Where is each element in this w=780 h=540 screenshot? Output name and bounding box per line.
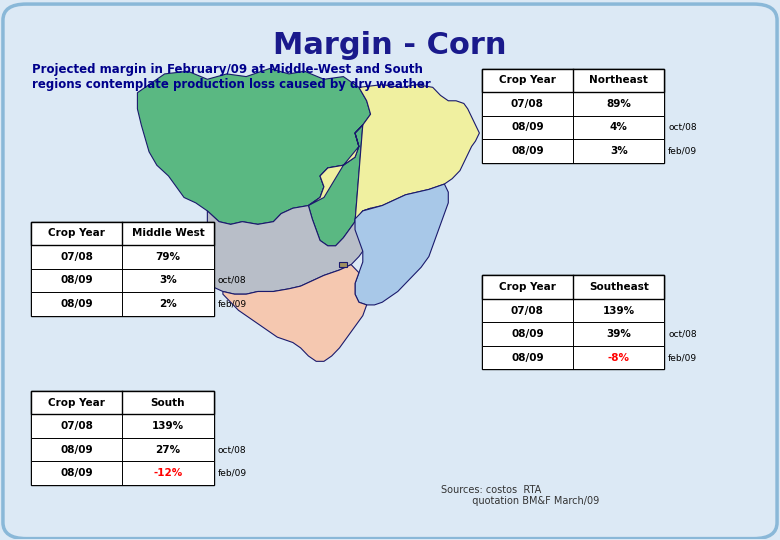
Text: Crop Year: Crop Year bbox=[499, 282, 556, 292]
Text: Crop Year: Crop Year bbox=[48, 397, 105, 408]
Text: Middle West: Middle West bbox=[132, 228, 204, 238]
FancyBboxPatch shape bbox=[31, 292, 214, 316]
Polygon shape bbox=[339, 262, 347, 267]
Text: 08/09: 08/09 bbox=[511, 353, 544, 363]
FancyBboxPatch shape bbox=[31, 221, 214, 245]
Text: 08/09: 08/09 bbox=[60, 444, 93, 455]
Text: Margin - Corn: Margin - Corn bbox=[273, 31, 507, 60]
Text: oct/08: oct/08 bbox=[218, 276, 246, 285]
Text: 08/09: 08/09 bbox=[60, 299, 93, 309]
Text: 08/09: 08/09 bbox=[511, 122, 544, 132]
Text: feb/09: feb/09 bbox=[668, 353, 697, 362]
Text: oct/08: oct/08 bbox=[668, 123, 697, 132]
FancyBboxPatch shape bbox=[482, 299, 665, 322]
FancyBboxPatch shape bbox=[482, 275, 665, 299]
Text: 4%: 4% bbox=[610, 122, 628, 132]
Text: 08/09: 08/09 bbox=[60, 275, 93, 286]
FancyBboxPatch shape bbox=[482, 322, 665, 346]
FancyBboxPatch shape bbox=[482, 275, 665, 369]
Text: 139%: 139% bbox=[603, 306, 635, 315]
FancyBboxPatch shape bbox=[482, 116, 665, 139]
Polygon shape bbox=[308, 125, 363, 246]
Text: 2%: 2% bbox=[159, 299, 177, 309]
FancyBboxPatch shape bbox=[31, 414, 214, 438]
Text: 07/08: 07/08 bbox=[511, 99, 544, 109]
FancyBboxPatch shape bbox=[482, 92, 665, 116]
Text: Crop Year: Crop Year bbox=[48, 228, 105, 238]
Text: South: South bbox=[151, 397, 185, 408]
Text: Southeast: Southeast bbox=[589, 282, 649, 292]
Text: feb/09: feb/09 bbox=[218, 299, 246, 308]
Text: -8%: -8% bbox=[608, 353, 629, 363]
Text: 07/08: 07/08 bbox=[60, 252, 93, 262]
FancyBboxPatch shape bbox=[482, 69, 665, 92]
Text: 08/09: 08/09 bbox=[511, 146, 544, 156]
Text: oct/08: oct/08 bbox=[668, 329, 697, 339]
Text: 08/09: 08/09 bbox=[60, 468, 93, 478]
Text: 3%: 3% bbox=[159, 275, 177, 286]
Text: 27%: 27% bbox=[155, 444, 180, 455]
Text: oct/08: oct/08 bbox=[218, 445, 246, 454]
Text: Northeast: Northeast bbox=[589, 75, 648, 85]
FancyBboxPatch shape bbox=[31, 438, 214, 461]
Polygon shape bbox=[223, 265, 367, 361]
Text: feb/09: feb/09 bbox=[218, 469, 246, 478]
Text: 07/08: 07/08 bbox=[60, 421, 93, 431]
FancyBboxPatch shape bbox=[31, 269, 214, 292]
FancyBboxPatch shape bbox=[31, 391, 214, 485]
FancyBboxPatch shape bbox=[31, 391, 214, 414]
Polygon shape bbox=[355, 184, 448, 305]
Text: Sources: costos  RTA
          quotation BM&F March/09: Sources: costos RTA quotation BM&F March… bbox=[441, 485, 599, 507]
Text: 07/08: 07/08 bbox=[511, 306, 544, 315]
FancyBboxPatch shape bbox=[482, 346, 665, 369]
Text: 08/09: 08/09 bbox=[511, 329, 544, 339]
FancyBboxPatch shape bbox=[31, 221, 214, 316]
Polygon shape bbox=[200, 206, 374, 294]
Text: Projected margin in February/09 at Middle-West and South
regions contemplate pro: Projected margin in February/09 at Middl… bbox=[33, 63, 431, 91]
FancyBboxPatch shape bbox=[31, 245, 214, 269]
Text: 39%: 39% bbox=[606, 329, 631, 339]
FancyBboxPatch shape bbox=[482, 139, 665, 163]
Polygon shape bbox=[308, 85, 480, 221]
Text: feb/09: feb/09 bbox=[668, 146, 697, 156]
Text: 139%: 139% bbox=[152, 421, 184, 431]
Text: 3%: 3% bbox=[610, 146, 628, 156]
Text: Crop Year: Crop Year bbox=[499, 75, 556, 85]
Text: -12%: -12% bbox=[154, 468, 183, 478]
Text: 79%: 79% bbox=[155, 252, 180, 262]
Text: 89%: 89% bbox=[606, 99, 631, 109]
Polygon shape bbox=[137, 69, 370, 224]
FancyBboxPatch shape bbox=[482, 69, 665, 163]
FancyBboxPatch shape bbox=[31, 461, 214, 485]
